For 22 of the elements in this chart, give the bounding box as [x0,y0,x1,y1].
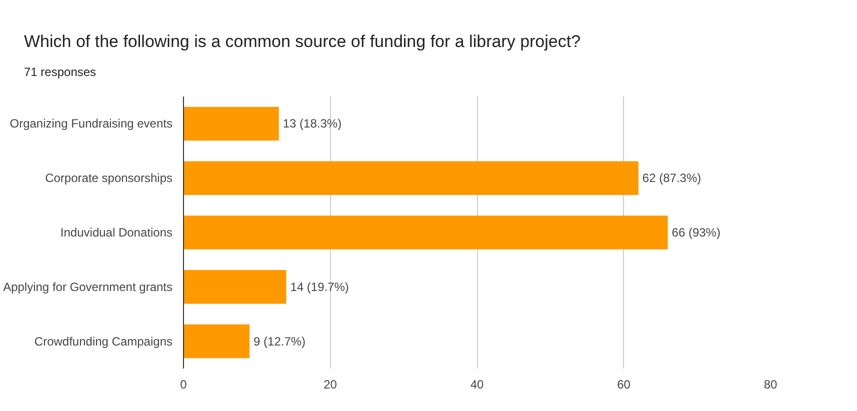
x-tick-label: 80 [764,378,778,392]
y-tick-label: Induvidual Donations [60,226,172,240]
bar [184,324,250,358]
data-label: 9 (12.7%) [254,334,306,348]
bar [184,270,286,304]
y-tick-label: Crowdfunding Campaigns [34,334,172,348]
x-tick-label: 0 [180,378,188,392]
chart-title: Which of the following is a common source of funding for a library project? [24,31,581,53]
x-tick-label: 20 [324,378,338,392]
bar [184,216,668,250]
data-label: 13 (18.3%) [282,116,342,131]
y-tick-label: Corporate sponsorships [45,171,173,186]
data-label: 14 (19.7%) [290,280,349,294]
bar [184,161,638,195]
x-tick-label: 60 [617,378,631,392]
y-tick-label: Applying for Government grants [3,280,173,294]
x-tick-label: 40 [470,378,484,392]
data-label: 66 (93%) [672,226,720,240]
bar [184,106,279,141]
text: 71 responses [24,64,96,81]
data-label: 62 (87.3%) [642,171,702,186]
y-tick-label: Organizing Fundraising events [10,116,173,131]
